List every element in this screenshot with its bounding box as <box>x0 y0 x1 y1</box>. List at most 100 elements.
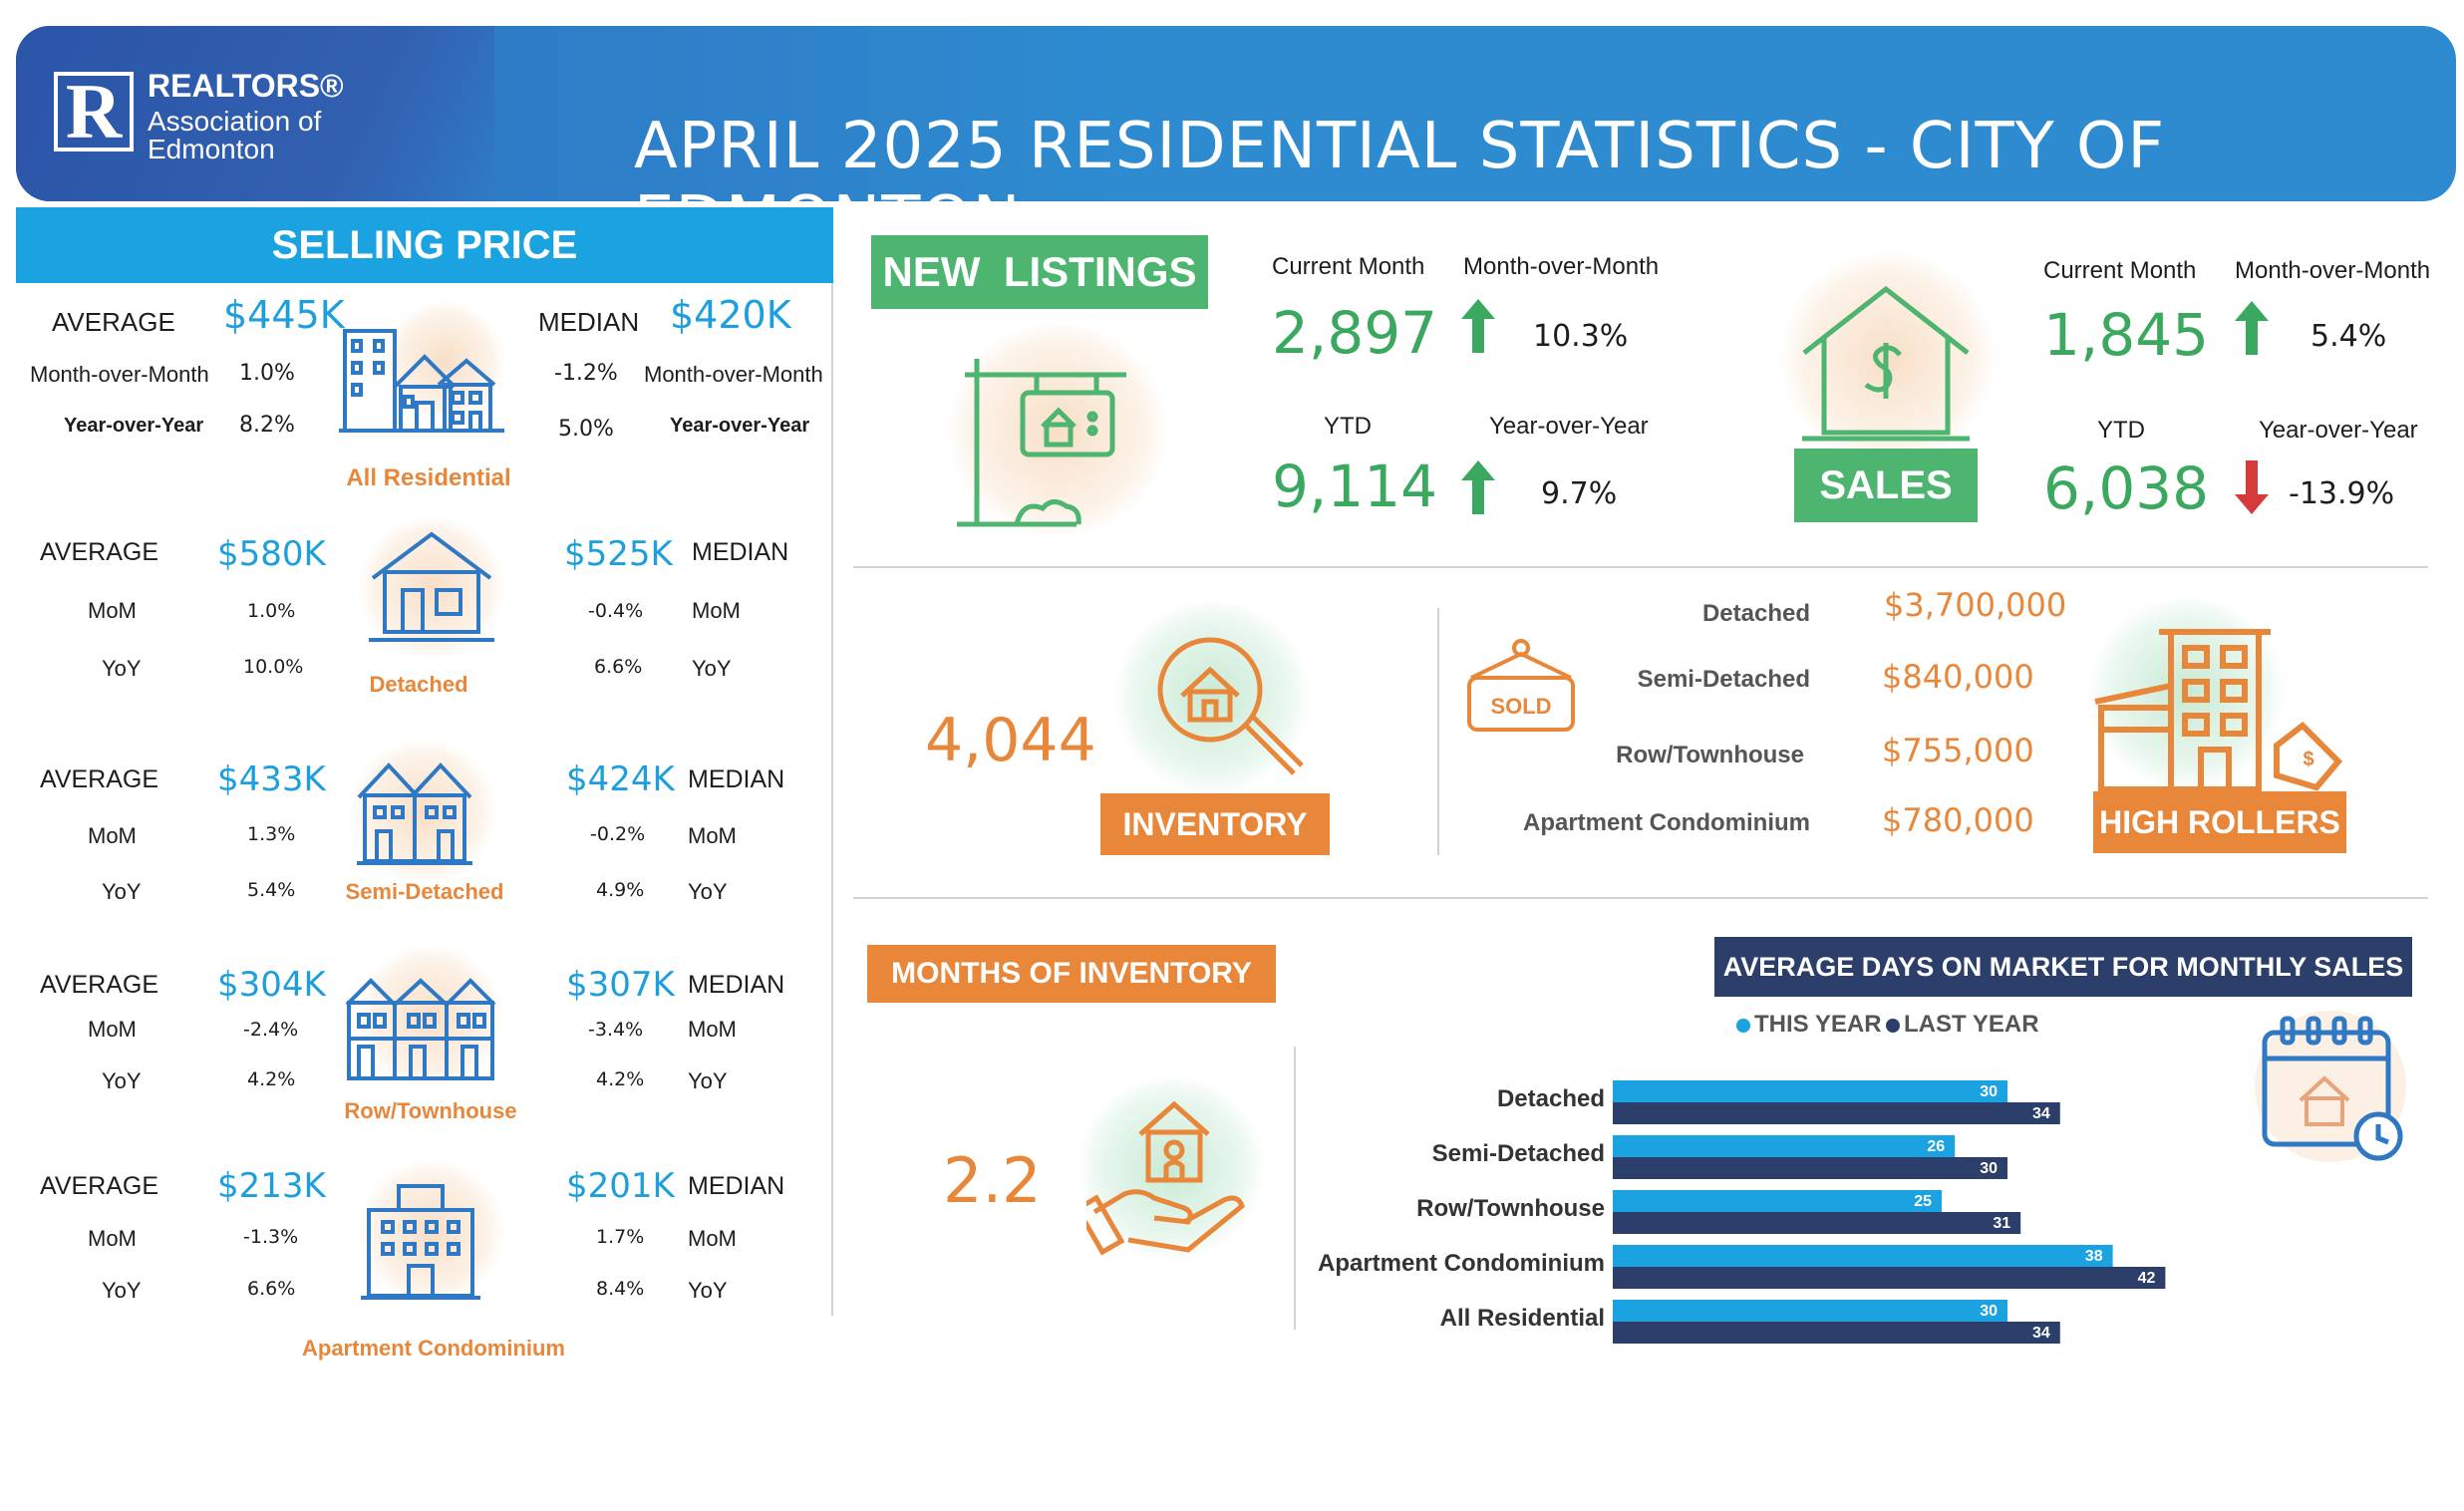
sales-ytd: 6,038 <box>2043 454 2210 522</box>
legend-swatch-last-year <box>1886 1019 1900 1033</box>
logo-line2: Association of <box>148 106 322 137</box>
average-yoy: 5.4% <box>247 879 296 901</box>
high-rollers-tag: HIGH ROLLERS <box>2093 791 2346 853</box>
yoy-label: YoY <box>102 1278 142 1303</box>
row-townhouse-icon <box>345 978 496 1080</box>
arrow-up-icon <box>1461 299 1495 353</box>
logo-r-mark: R <box>65 68 123 154</box>
median-mom: -3.4% <box>588 1019 644 1041</box>
average-price: $304K <box>217 965 326 1005</box>
bar-data-label: 30 <box>1980 1303 1998 1320</box>
house-search-icon <box>1157 637 1304 775</box>
high-roller-label: Semi-Detached <box>1637 666 1810 693</box>
arrow-up-icon <box>1461 460 1495 514</box>
yoy-label-right: YoY <box>688 879 728 904</box>
average-price: $213K <box>217 1166 326 1206</box>
legend-swatch-this-year <box>1736 1019 1750 1033</box>
detached-house-icon <box>369 531 494 642</box>
yoy-label-right: YoY <box>688 1278 728 1303</box>
inventory-tag: INVENTORY <box>1100 793 1330 855</box>
section-divider <box>853 897 2428 899</box>
bar-data-label: 34 <box>2032 1105 2050 1122</box>
legend-label-last-year: LAST YEAR <box>1904 1011 2039 1038</box>
mom-label: MoM <box>88 1017 137 1042</box>
category-tick-label: Semi-Detached <box>1432 1140 1605 1167</box>
median-yoy: 4.9% <box>596 879 645 901</box>
arrow-down-icon <box>2235 460 2269 514</box>
inventory-value: 4,044 <box>925 706 1096 775</box>
days-on-market-chart: Detached 30 34 Semi-Detached 26 30 Row/Townhou… <box>1318 1080 2166 1344</box>
new-listings-tag: NEW LISTINGS <box>871 235 1208 309</box>
average-price: $445K <box>223 293 345 337</box>
sales-yoy: -13.9% <box>2289 476 2395 511</box>
months-of-inventory-tag: MONTHS OF INVENTORY <box>867 945 1276 1003</box>
column-divider <box>831 283 833 1316</box>
bar-this-year <box>1613 1135 1956 1157</box>
median-label: MEDIAN <box>688 1172 785 1200</box>
yoy-label-right: Year-over-Year <box>670 415 810 437</box>
bar-last-year <box>1613 1212 2021 1234</box>
average-mom: 1.0% <box>239 361 295 386</box>
category-label: Semi-Detached <box>345 879 504 904</box>
high-roller-value: $780,000 <box>1882 801 2034 839</box>
yoy-label: Year-over-Year <box>64 415 204 437</box>
bar-data-label: 30 <box>1980 1083 1998 1100</box>
mom-label-right: MoM <box>688 1226 737 1251</box>
mom-label-right: MoM <box>692 598 741 623</box>
bar-this-year <box>1613 1300 2007 1322</box>
median-price: $420K <box>670 293 791 337</box>
apartment-building-icon <box>361 1184 480 1300</box>
bar-this-year <box>1613 1190 1942 1212</box>
category-tick-label: All Residential <box>1440 1305 1605 1332</box>
arrow-up-icon <box>2235 301 2269 355</box>
sales-ytd-label: YTD <box>2097 417 2145 444</box>
icon-glow <box>943 325 1172 534</box>
average-mom: 1.0% <box>247 600 296 622</box>
mom-label-right: MoM <box>688 823 737 848</box>
median-label: MEDIAN <box>538 307 640 337</box>
listings-mom: 10.3% <box>1533 319 1629 354</box>
yoy-label-right: YoY <box>692 656 732 681</box>
type-row-semi-detached: AVERAGE $433K MoM 1.3% YoY 5.4% Semi-Det… <box>0 742 831 921</box>
average-label: AVERAGE <box>40 971 159 999</box>
median-yoy: 8.4% <box>596 1278 645 1300</box>
listings-ytd: 9,114 <box>1272 453 1438 520</box>
high-roller-value: $755,000 <box>1882 732 2034 769</box>
svg-text:$: $ <box>2303 749 2313 770</box>
average-label: AVERAGE <box>40 538 159 566</box>
bar-data-label: 38 <box>2085 1248 2103 1265</box>
high-roller-label: Detached <box>1701 600 1810 627</box>
mom-label: MoM <box>88 598 137 623</box>
listing-sign-icon <box>957 359 1126 527</box>
listings-current-month: 2,897 <box>1272 299 1438 367</box>
average-label: AVERAGE <box>52 307 175 337</box>
high-roller-label: Apartment Condominium <box>1523 809 1810 836</box>
bar-data-label: 34 <box>2032 1325 2050 1342</box>
sold-sign-text: SOLD <box>1490 694 1551 719</box>
average-yoy: 10.0% <box>243 656 304 678</box>
category-tick-label: Apartment Condominium <box>1318 1250 1605 1277</box>
median-price: $424K <box>566 759 675 799</box>
mom-label-right: Month-over-Month <box>644 362 823 387</box>
icon-glow <box>357 518 506 658</box>
realtors-logo-icon: R <box>54 72 134 151</box>
sales-current-month-label: Current Month <box>2043 257 2197 284</box>
chart-title: AVERAGE DAYS ON MARKET FOR MONTHLY SALES <box>1714 937 2412 997</box>
yoy-label: YoY <box>102 879 142 904</box>
median-label: MEDIAN <box>688 765 785 793</box>
sales-tag: SALES <box>1794 449 1978 522</box>
average-yoy: 4.2% <box>247 1068 296 1090</box>
mom-label: MoM <box>88 1226 137 1251</box>
listings-yoy: 9.7% <box>1541 476 1618 511</box>
logo-line1: REALTORS® <box>148 68 344 104</box>
bar-data-label: 31 <box>1993 1215 2010 1232</box>
average-price: $433K <box>217 759 326 799</box>
median-mom: -0.4% <box>588 600 644 622</box>
type-row-row-townhouse: AVERAGE $304K MoM -2.4% YoY 4.2% Row/Tow… <box>0 947 831 1126</box>
bar-last-year <box>1613 1102 2060 1124</box>
mom-label: Month-over-Month <box>30 362 209 387</box>
all-residential-icon <box>339 329 504 433</box>
median-price: $525K <box>564 534 673 574</box>
average-price: $580K <box>217 534 326 574</box>
header-logo-panel <box>16 26 494 201</box>
